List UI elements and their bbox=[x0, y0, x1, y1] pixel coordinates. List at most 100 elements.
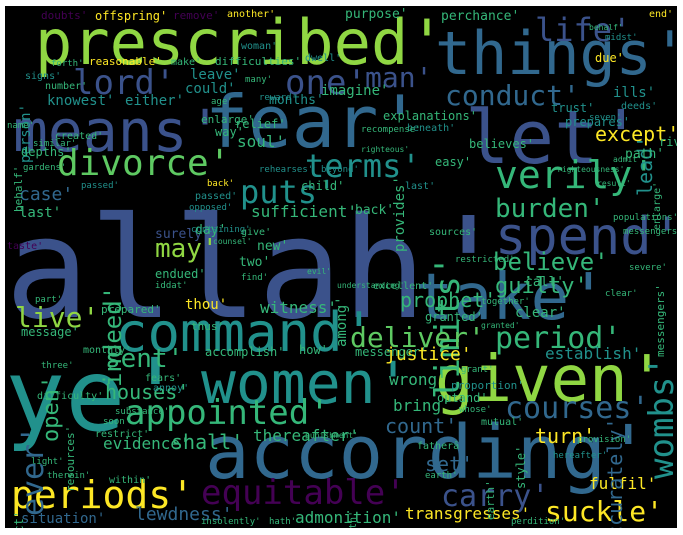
word-imagine: imagine' bbox=[321, 83, 389, 99]
word-establish: establish' bbox=[545, 344, 642, 363]
word-firmaments: seven' bbox=[589, 113, 622, 123]
word-hereafter: punishment' bbox=[305, 431, 358, 440]
word-darkness: passed' bbox=[81, 181, 119, 191]
word-prescribed: prescribed' bbox=[35, 6, 446, 79]
word-give: give' bbox=[241, 227, 272, 238]
word-taste: populations' bbox=[613, 213, 677, 223]
word-insolently: restrict' bbox=[12, 511, 26, 528]
word-therein: soon' bbox=[103, 417, 131, 427]
word-gardens: beyond' bbox=[321, 165, 359, 175]
word-righteousness: earth' bbox=[484, 480, 497, 520]
word-puts: puts' bbox=[240, 173, 337, 211]
word-restrict: resources' bbox=[64, 425, 77, 492]
word-name: enlarge' bbox=[201, 113, 254, 126]
word-back: back' bbox=[355, 203, 395, 218]
word-given: given' bbox=[435, 343, 667, 417]
word-righteous: perdition' bbox=[511, 517, 566, 527]
word-take: take' bbox=[415, 261, 608, 335]
word-equitable: equitable' bbox=[201, 473, 406, 513]
word-among: among' bbox=[334, 296, 350, 347]
word-beyond: last' bbox=[405, 181, 436, 192]
word-indeed: indeed' bbox=[99, 285, 127, 387]
word-perdition: fatherâ bbox=[417, 441, 460, 452]
word-populations: messengers' bbox=[654, 284, 667, 357]
word-deeds: name' bbox=[7, 121, 35, 131]
word-thou: thou' bbox=[185, 297, 228, 313]
word-except: except' bbox=[595, 122, 677, 146]
word-months: months' bbox=[269, 93, 324, 108]
word-women: women' bbox=[201, 349, 411, 417]
word-reward: explanations' bbox=[383, 109, 477, 123]
word-wrong: wrong' bbox=[389, 370, 447, 389]
word-remove: remove' bbox=[173, 9, 220, 22]
word-life: life' bbox=[535, 11, 632, 49]
word-behalf: whose' bbox=[459, 405, 492, 415]
word-evil: grant' bbox=[461, 365, 494, 375]
word-ye: ye' bbox=[5, 337, 186, 454]
word-an: evil' bbox=[307, 267, 332, 276]
word-make: make' bbox=[171, 57, 202, 68]
word-granted: clear' bbox=[605, 289, 638, 299]
word-bring: bring' bbox=[393, 396, 451, 415]
word-how: monthly' bbox=[83, 345, 132, 356]
word-earth: hath' bbox=[269, 517, 297, 527]
word-difficulty: style' bbox=[514, 445, 528, 489]
word-cloud: allah' according' prescribed' things' me… bbox=[5, 6, 677, 528]
word-either: either' bbox=[125, 93, 185, 109]
word-a-hat: rivers' bbox=[659, 135, 677, 149]
word-lewdness: lewdness' bbox=[135, 504, 233, 525]
word-mutual: insolently' bbox=[201, 517, 261, 527]
word-result: earth' bbox=[425, 471, 458, 481]
word-admonition: admonition' bbox=[295, 508, 401, 527]
word-restricted: counsel' bbox=[213, 237, 252, 246]
word-knowest: knowest' bbox=[47, 93, 115, 109]
word-term: ills' bbox=[613, 85, 656, 101]
word-therefore: behalf' bbox=[589, 23, 623, 32]
word-whose: mutual' bbox=[481, 417, 524, 428]
word-another: another' bbox=[227, 9, 276, 20]
word-light: substance' bbox=[115, 407, 170, 417]
word-find: find' bbox=[241, 273, 269, 283]
word-admit: result' bbox=[597, 179, 631, 188]
word-case: case' bbox=[19, 184, 74, 205]
word-midst: midst' bbox=[605, 33, 638, 43]
word-part: clear' bbox=[515, 305, 566, 321]
word-verily: verily' bbox=[495, 153, 656, 197]
word-messengers: messengers' bbox=[623, 227, 677, 237]
word-together: together' bbox=[481, 297, 530, 307]
word-period: period' bbox=[495, 321, 622, 356]
word-message: part' bbox=[35, 295, 63, 305]
word-burden: burden' bbox=[495, 194, 605, 224]
word-suckle: suckle' bbox=[545, 495, 664, 528]
word-carry: carry' bbox=[441, 479, 550, 514]
word-according: according' bbox=[205, 410, 651, 496]
word-men: understanding' bbox=[337, 281, 405, 290]
word-end: end' bbox=[649, 9, 674, 20]
word-set: set' bbox=[425, 452, 474, 476]
word-enlarge: relief' bbox=[235, 117, 286, 131]
word-guilty: guilty' bbox=[495, 274, 588, 299]
word-doubts: doubts' bbox=[41, 9, 88, 22]
word-grant: provision' bbox=[577, 435, 632, 445]
word-appointed: appointed' bbox=[125, 393, 330, 433]
word-easy: path' bbox=[625, 147, 665, 162]
word-fear: fear' bbox=[205, 80, 422, 164]
word-similar: rehearses' bbox=[259, 165, 314, 175]
word-person: signs' bbox=[25, 71, 62, 82]
word-beneath: deeds' bbox=[621, 101, 658, 112]
word-passed: passed' bbox=[195, 191, 238, 202]
word-sufficient: sufficient' bbox=[251, 202, 357, 221]
word-woman: woman' bbox=[241, 41, 278, 52]
word-rehearses: back' bbox=[207, 179, 235, 189]
word-signs: many' bbox=[245, 75, 273, 85]
word-let: let' bbox=[465, 95, 644, 181]
word-relief: easy' bbox=[435, 155, 472, 169]
word-deliver: deliver' bbox=[350, 321, 485, 354]
word-surely: surely' bbox=[155, 227, 210, 242]
word-forth: number' bbox=[45, 81, 88, 92]
word-turn: turn' bbox=[535, 424, 596, 448]
word-accomplish: message' bbox=[21, 325, 79, 339]
word-sent: sent' bbox=[105, 344, 184, 374]
word-iddat: iddat' bbox=[155, 281, 188, 291]
word-prophet: prophet' bbox=[400, 288, 497, 312]
